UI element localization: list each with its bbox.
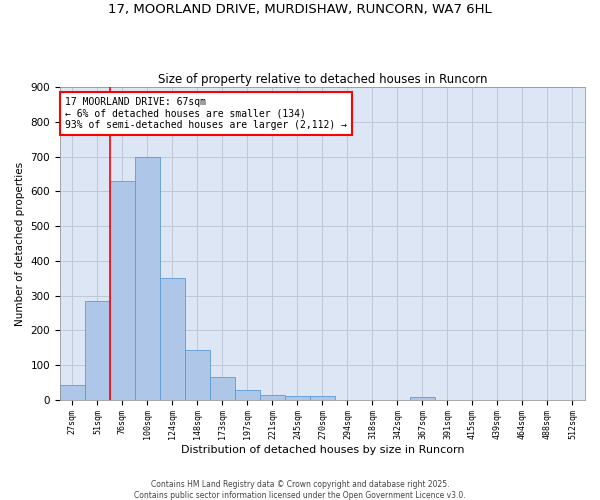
Bar bbox=[260, 394, 285, 400]
Text: 17 MOORLAND DRIVE: 67sqm
← 6% of detached houses are smaller (134)
93% of semi-d: 17 MOORLAND DRIVE: 67sqm ← 6% of detache… bbox=[65, 96, 347, 130]
Y-axis label: Number of detached properties: Number of detached properties bbox=[15, 162, 25, 326]
Bar bbox=[185, 350, 210, 400]
Bar bbox=[60, 385, 85, 400]
Bar bbox=[85, 302, 110, 400]
Bar bbox=[310, 396, 335, 400]
Bar bbox=[160, 278, 185, 400]
X-axis label: Distribution of detached houses by size in Runcorn: Distribution of detached houses by size … bbox=[181, 445, 464, 455]
Bar bbox=[135, 156, 160, 400]
Bar bbox=[110, 181, 135, 400]
Bar bbox=[285, 396, 310, 400]
Text: 17, MOORLAND DRIVE, MURDISHAW, RUNCORN, WA7 6HL: 17, MOORLAND DRIVE, MURDISHAW, RUNCORN, … bbox=[108, 2, 492, 16]
Bar bbox=[235, 390, 260, 400]
Title: Size of property relative to detached houses in Runcorn: Size of property relative to detached ho… bbox=[158, 73, 487, 86]
Bar bbox=[410, 397, 435, 400]
Text: Contains HM Land Registry data © Crown copyright and database right 2025.
Contai: Contains HM Land Registry data © Crown c… bbox=[134, 480, 466, 500]
Bar bbox=[210, 377, 235, 400]
